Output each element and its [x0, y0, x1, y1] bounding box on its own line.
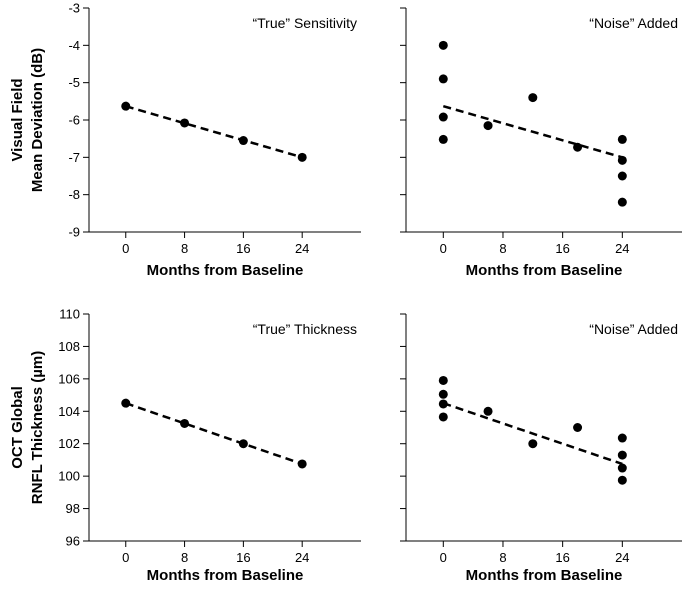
- panel-annotation: “True” Sensitivity: [252, 15, 357, 31]
- data-point: [121, 101, 131, 111]
- panel-2: 0 8 16 24 Months from Baseline “Noise” Added: [400, 7, 682, 279]
- y-tick-label: -9: [68, 225, 80, 240]
- data-point: [617, 433, 627, 443]
- x-axis-label: Months from Baseline: [147, 262, 304, 279]
- panel-1: -9 -8 -7 -6 -5 -4 -3 0 8 16 24 Months from Baseline…: [9, 1, 361, 279]
- y-tick-label: 96: [66, 534, 80, 549]
- panel-3: 96 98 100 102 104 106 108 110 0 8 16 24 Months from …: [9, 307, 361, 584]
- trend-line: [125, 401, 303, 466]
- data-point: [438, 134, 448, 144]
- data-point: [528, 439, 538, 449]
- y-tick-label: 100: [58, 469, 80, 484]
- y-tick-label: 110: [59, 307, 80, 322]
- y-tick-label: -5: [68, 75, 80, 90]
- y-tick-label: -6: [68, 113, 80, 128]
- data-point: [573, 142, 583, 152]
- y-axis-label-line: Mean Deviation (dB): [29, 48, 46, 192]
- data-point: [617, 155, 627, 165]
- data-point: [438, 412, 448, 422]
- x-tick-label: 0: [122, 550, 129, 565]
- data-point: [180, 418, 190, 428]
- data-point: [180, 118, 190, 128]
- x-tick-label: 24: [615, 550, 629, 565]
- y-tick-label: -4: [68, 38, 80, 53]
- x-tick-label: 8: [499, 241, 506, 256]
- y-tick-label: 106: [58, 371, 80, 386]
- data-point: [617, 171, 627, 181]
- data-point: [438, 375, 448, 385]
- data-point: [438, 74, 448, 84]
- data-point: [438, 389, 448, 399]
- y-tick-label: 104: [58, 404, 80, 419]
- panel-annotation: “True” Thickness: [253, 321, 357, 337]
- y-tick-label: -3: [68, 1, 80, 16]
- x-axis-label: Months from Baseline: [466, 567, 623, 584]
- y-tick-label: 98: [66, 501, 80, 516]
- data-point: [238, 136, 248, 146]
- y-tick-label: 108: [58, 339, 80, 354]
- y-axis-label-line: Visual Field: [9, 78, 26, 161]
- x-tick-label: 16: [555, 550, 569, 565]
- data-point: [617, 197, 627, 207]
- trend-line: [442, 104, 623, 159]
- x-tick-label: 8: [499, 550, 506, 565]
- trend-line: [125, 104, 303, 159]
- x-tick-label: 16: [236, 241, 250, 256]
- y-tick-label: -7: [68, 150, 80, 165]
- data-point: [573, 423, 583, 432]
- data-point: [438, 399, 448, 409]
- x-tick-label: 24: [615, 241, 629, 256]
- y-tick-label: -8: [68, 187, 80, 202]
- x-tick-label: 0: [440, 550, 447, 565]
- data-point: [617, 475, 627, 485]
- x-tick-label: 16: [555, 241, 569, 256]
- data-point: [528, 93, 538, 103]
- x-axis-label: Months from Baseline: [466, 262, 623, 279]
- panel-annotation: “Noise” Added: [589, 15, 678, 31]
- x-tick-label: 24: [295, 241, 309, 256]
- x-axis-label: Months from Baseline: [147, 567, 304, 584]
- y-axis-label-line: RNFL Thickness (µm): [29, 351, 46, 504]
- y-axis-label-line: OCT Global: [9, 386, 26, 469]
- data-point: [121, 398, 131, 408]
- data-point: [483, 121, 493, 131]
- data-point: [238, 439, 248, 449]
- data-point: [617, 463, 627, 473]
- x-tick-label: 0: [122, 241, 129, 256]
- x-tick-label: 0: [440, 241, 447, 256]
- x-tick-label: 8: [181, 241, 188, 256]
- data-point: [483, 406, 493, 416]
- x-tick-label: 16: [236, 550, 250, 565]
- panel-annotation: “Noise” Added: [589, 321, 678, 337]
- x-tick-label: 8: [181, 550, 188, 565]
- data-point: [438, 40, 448, 50]
- data-point: [297, 459, 307, 469]
- panel-4: 0 8 16 24 Months from Baseline “Noise” Added: [400, 313, 682, 584]
- data-point: [617, 450, 627, 460]
- data-point: [297, 152, 307, 162]
- data-point: [438, 112, 448, 122]
- trend-line: [442, 401, 623, 466]
- data-point: [617, 134, 627, 144]
- x-tick-label: 24: [295, 550, 309, 565]
- y-tick-label: 102: [58, 436, 80, 451]
